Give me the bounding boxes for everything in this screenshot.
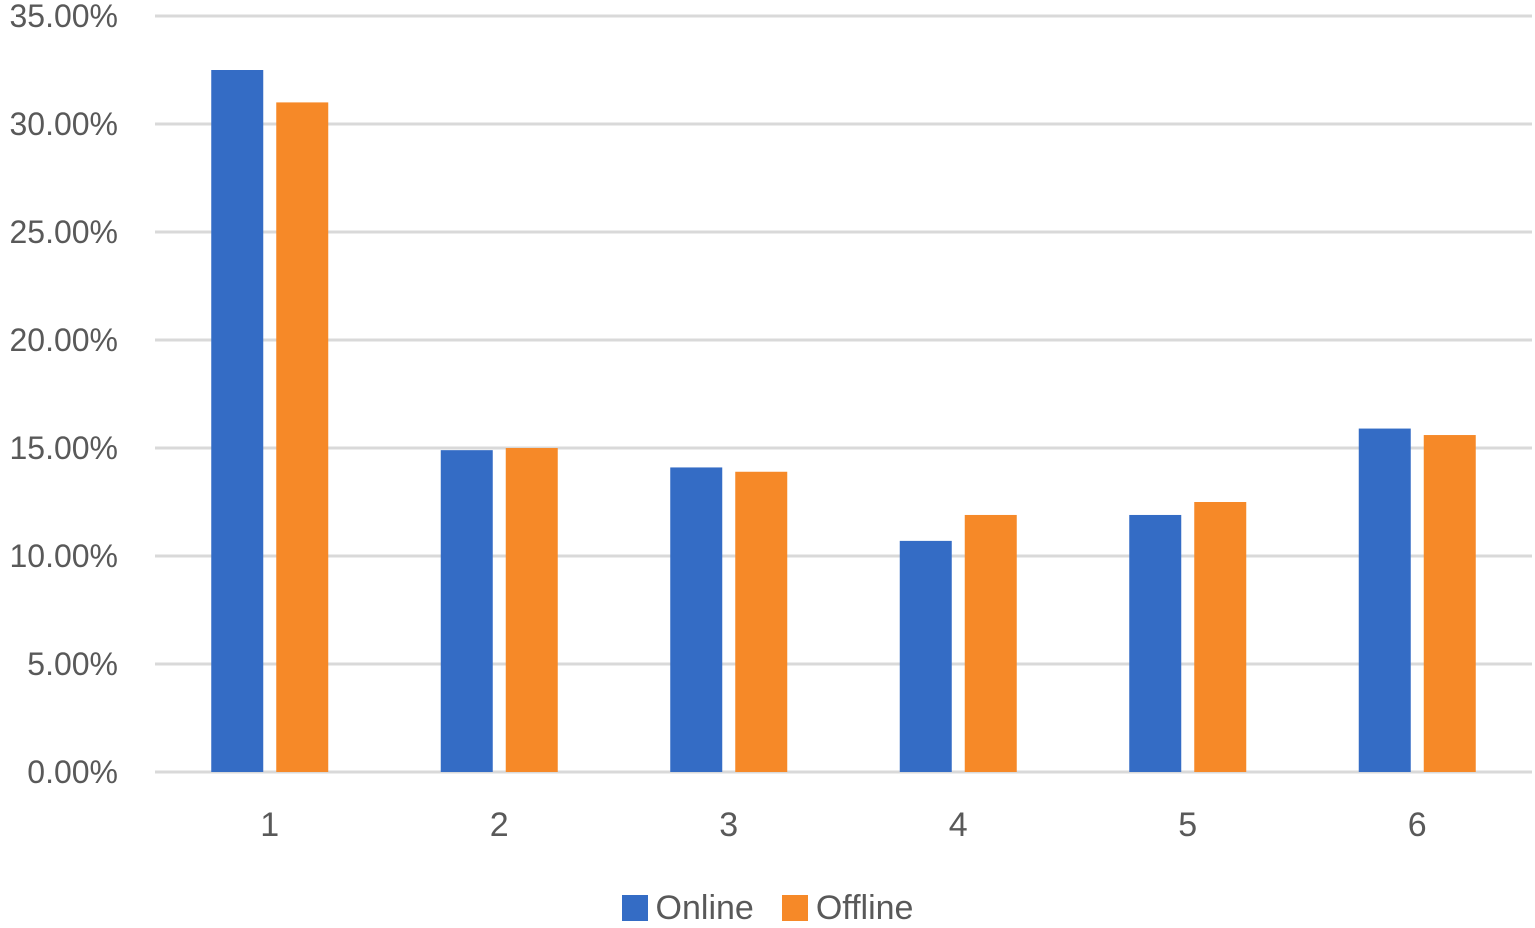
x-tick-label: 6 [1408,806,1427,844]
gridlines [155,14,1532,774]
bar-online-2 [440,450,493,772]
y-tick-label: 30.00% [9,106,118,142]
legend-swatch-offline [781,895,808,921]
x-tick-label: 4 [949,806,968,844]
x-tick-label: 3 [719,806,738,844]
y-tick-label: 10.00% [9,538,118,574]
y-tick-label: 35.00% [9,0,118,34]
bar-online-1 [211,70,264,772]
y-tick-label: 15.00% [9,430,118,466]
legend: Online Offline [0,888,1535,928]
y-tick-label: 0.00% [27,754,118,790]
bars [211,70,1476,772]
x-tick-label: 5 [1178,806,1197,844]
legend-label-offline: Offline [815,888,914,927]
bar-offline-5 [1194,502,1247,772]
bar-online-5 [1129,514,1182,772]
bar-online-3 [670,467,723,772]
legend-swatch-online [621,895,648,921]
y-axis-tick-labels: 0.00% 5.00% 10.00% 15.00% 20.00% 25.00% 30.00%… [9,0,118,790]
bar-online-4 [899,540,952,772]
legend-label-online: Online [655,888,754,927]
x-tick-label: 1 [260,806,279,844]
bar-offline-2 [505,448,558,772]
bar-online-6 [1358,428,1411,772]
y-tick-label: 5.00% [27,646,118,682]
bar-offline-3 [735,471,788,772]
legend-item-online: Online [621,888,754,928]
bar-offline-1 [276,102,329,772]
bar-offline-4 [964,514,1017,772]
legend-item-offline: Offline [781,888,914,928]
x-axis-tick-labels: 1 2 3 4 5 6 [260,806,1426,844]
y-tick-label: 25.00% [9,214,118,250]
bar-offline-6 [1423,435,1476,772]
y-tick-label: 20.00% [9,322,118,358]
x-tick-label: 2 [490,806,509,844]
